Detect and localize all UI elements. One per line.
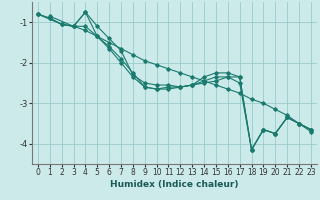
X-axis label: Humidex (Indice chaleur): Humidex (Indice chaleur) [110, 180, 239, 189]
